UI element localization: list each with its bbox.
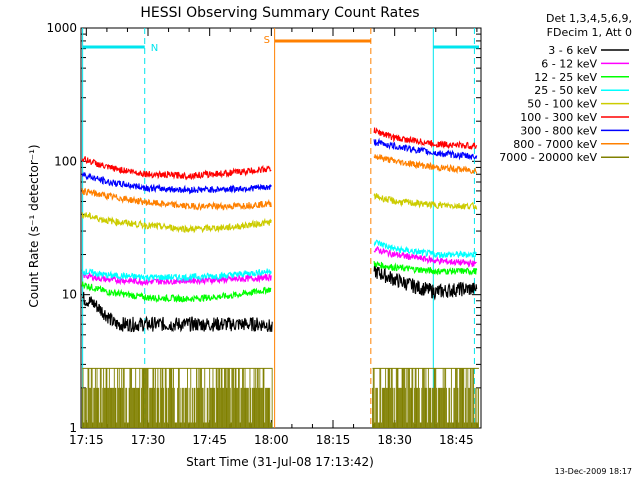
series-line bbox=[81, 171, 272, 195]
series-line bbox=[373, 245, 477, 268]
series-line bbox=[373, 127, 478, 150]
series-line bbox=[373, 193, 478, 211]
x-tick-label: 18:00 bbox=[254, 433, 289, 447]
legend-label: 12 - 25 keV bbox=[534, 71, 597, 84]
x-tick-label: 17:15 bbox=[69, 433, 104, 447]
legend-label: 50 - 100 keV bbox=[527, 98, 597, 111]
plot-layer: 1 10 100 1000 17:15 17:30 17:45 18:00 18:15 18:30… bbox=[46, 21, 629, 447]
legend-label: 25 - 50 keV bbox=[534, 84, 597, 97]
x-tick-label: 17:45 bbox=[192, 433, 227, 447]
series-7000-20000-kev bbox=[81, 367, 479, 428]
series-line bbox=[373, 264, 478, 301]
legend-label: 6 - 12 keV bbox=[541, 57, 597, 70]
series-100-to-300kev bbox=[81, 127, 478, 181]
x-tick-label: 18:45 bbox=[439, 433, 474, 447]
y-tick-label: 1000 bbox=[46, 21, 77, 35]
legend-title-line-2: FDecim 1, Att 0 bbox=[547, 26, 632, 39]
legend-label: 300 - 800 keV bbox=[520, 124, 597, 137]
y-tick-label: 10 bbox=[62, 288, 77, 302]
series-line bbox=[373, 137, 478, 161]
legend-label: 3 - 6 keV bbox=[548, 44, 597, 57]
y-axis-label: Count Rate (s⁻¹ detector⁻¹) bbox=[27, 144, 41, 307]
series-line bbox=[81, 156, 272, 181]
legend-label: 7000 - 20000 keV bbox=[499, 151, 597, 164]
x-tick-label: 17:30 bbox=[131, 433, 166, 447]
x-tick-label: 18:30 bbox=[377, 433, 412, 447]
series-line bbox=[373, 260, 478, 276]
legend-title-line-1: Det 1,3,4,5,6,9, bbox=[546, 12, 632, 25]
series-line bbox=[81, 187, 272, 212]
series-line bbox=[81, 211, 272, 234]
series-12-to-25kev bbox=[81, 260, 478, 304]
series-800-to-7000kev bbox=[81, 154, 478, 212]
annotation-label-s: S bbox=[264, 35, 270, 46]
plot-frame bbox=[80, 27, 482, 429]
annotation-label-n: N bbox=[151, 43, 158, 54]
footer-timestamp: 13-Dec-2009 18:17 bbox=[555, 467, 632, 476]
x-axis-label: Start Time (31-Jul-08 17:13:42) bbox=[186, 455, 374, 469]
x-tick-label: 18:15 bbox=[316, 433, 351, 447]
series-line bbox=[373, 154, 478, 175]
series-line bbox=[81, 281, 272, 304]
series-25-to-50kev bbox=[81, 239, 478, 283]
legend-label: 100 - 300 keV bbox=[520, 111, 597, 124]
series-line bbox=[373, 239, 478, 259]
series-line bbox=[81, 268, 272, 283]
legend-label: 800 - 7000 keV bbox=[513, 138, 597, 151]
series-300-to-800kev bbox=[81, 137, 478, 195]
series-3-to-6kev bbox=[81, 264, 478, 333]
y-tick-label: 100 bbox=[54, 154, 77, 168]
y-tick-label: 1 bbox=[69, 421, 77, 435]
series-line bbox=[81, 291, 273, 333]
series-50-to-100kev bbox=[81, 193, 478, 234]
chart-title: HESSI Observing Summary Count Rates bbox=[140, 5, 419, 21]
